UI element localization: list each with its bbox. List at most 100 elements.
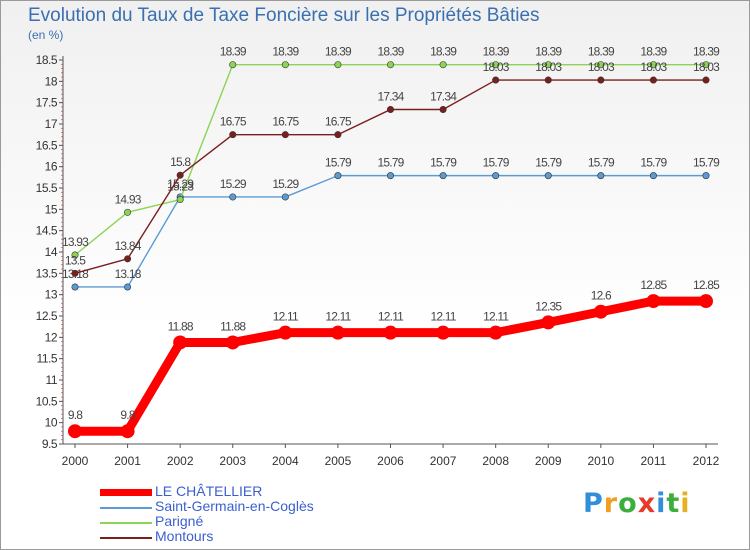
data-label: 12.11 xyxy=(378,310,404,324)
data-point xyxy=(71,283,79,291)
data-label: 12.11 xyxy=(325,310,351,324)
data-label: 18.03 xyxy=(483,60,510,74)
data-point xyxy=(702,76,710,84)
data-point xyxy=(597,61,605,69)
x-tick-label: 2011 xyxy=(641,454,667,468)
data-label: 18.03 xyxy=(588,60,615,74)
data-label: 17.34 xyxy=(377,89,404,103)
data-point xyxy=(173,335,188,350)
y-tick-label: 11 xyxy=(46,373,58,387)
series-montours: 13.5 13.84 15.8 16.75 16.75 16.75 17.34 17.34 18… xyxy=(65,60,721,277)
y-tick-label: 14.5 xyxy=(36,224,58,238)
data-point xyxy=(386,61,394,69)
data-label: 12.85 xyxy=(640,278,667,292)
data-point xyxy=(120,424,135,439)
x-tick-label: 2012 xyxy=(693,454,720,468)
data-point xyxy=(71,251,79,259)
data-label: 18.39 xyxy=(325,45,352,59)
data-label: 18.03 xyxy=(640,60,667,74)
data-point xyxy=(225,335,240,350)
data-label: 15.79 xyxy=(693,156,720,170)
data-label: 16.75 xyxy=(220,115,247,129)
data-point xyxy=(71,269,79,277)
y-tick-label: 12.5 xyxy=(36,309,58,323)
data-point xyxy=(229,193,237,201)
data-label: 13.5 xyxy=(65,253,86,267)
data-point xyxy=(176,171,184,179)
logo-letter: i xyxy=(656,488,667,519)
data-point xyxy=(544,61,552,69)
data-label: 18.39 xyxy=(430,45,457,59)
data-label: 15.29 xyxy=(220,177,247,191)
legend-label: Saint-Germain-en-Coglès xyxy=(155,498,314,514)
data-label: 12.35 xyxy=(535,299,562,313)
y-tick-label: 18 xyxy=(45,74,58,88)
data-label: 18.39 xyxy=(377,45,404,59)
x-tick-label: 2006 xyxy=(377,454,404,468)
logo-letter: i xyxy=(680,488,691,519)
y-tick-label: 15.5 xyxy=(36,181,58,195)
data-label: 16.75 xyxy=(272,115,299,129)
x-tick-label: 2000 xyxy=(62,454,89,468)
data-point xyxy=(386,172,394,180)
data-point xyxy=(334,172,342,180)
logo-letter: P xyxy=(583,488,604,519)
data-label: 15.79 xyxy=(377,156,404,170)
data-point xyxy=(124,283,132,291)
data-label: 15.29 xyxy=(272,177,299,191)
data-point xyxy=(176,196,184,204)
x-tick-label: 2002 xyxy=(167,454,194,468)
data-point xyxy=(544,172,552,180)
y-tick-label: 12 xyxy=(45,330,58,344)
data-label: 13.93 xyxy=(62,235,89,249)
logo-letter: o xyxy=(618,488,638,519)
data-point xyxy=(229,61,237,69)
data-point xyxy=(492,76,500,84)
data-point xyxy=(646,294,661,309)
data-point xyxy=(439,172,447,180)
data-label: 9.8 xyxy=(120,408,135,422)
legend-label: LE CHÂTELLIER xyxy=(155,483,263,499)
chart-title: Evolution du Taux de Taxe Foncière sur l… xyxy=(28,5,540,26)
data-point xyxy=(541,315,556,330)
legend-swatch xyxy=(100,537,152,539)
y-tick-label: 14 xyxy=(45,245,58,259)
x-tick-label: 2001 xyxy=(114,454,141,468)
series-parigne: 13.93 14.93 15.23 18.39 18.39 18.39 18.39 18.39… xyxy=(62,45,721,259)
x-tick-label: 2009 xyxy=(535,454,562,468)
y-tick-label: 16.5 xyxy=(36,138,58,152)
data-point xyxy=(278,325,293,340)
x-tick-label: 2004 xyxy=(272,454,299,468)
y-tick-label: 13 xyxy=(45,288,58,302)
logo-letter: x xyxy=(637,488,657,519)
x-tick-label: 2005 xyxy=(325,454,352,468)
data-label: 17.34 xyxy=(430,89,457,103)
data-point xyxy=(593,304,608,319)
data-point xyxy=(124,208,132,216)
y-tick-label: 15 xyxy=(45,202,58,216)
data-point xyxy=(439,61,447,69)
data-label: 16.75 xyxy=(325,115,352,129)
data-label: 11.88 xyxy=(168,319,194,333)
data-point xyxy=(330,325,345,340)
data-label: 18.39 xyxy=(535,45,562,59)
data-point xyxy=(281,61,289,69)
data-point xyxy=(439,105,447,113)
data-point xyxy=(386,105,394,113)
x-tick-label: 2007 xyxy=(430,454,457,468)
data-label: 18.39 xyxy=(483,45,510,59)
data-point xyxy=(383,325,398,340)
data-label: 15.8 xyxy=(170,155,191,169)
data-point xyxy=(488,325,503,340)
data-label: 18.39 xyxy=(640,45,667,59)
data-point xyxy=(699,294,713,309)
data-label: 15.23 xyxy=(167,180,194,194)
data-point xyxy=(281,131,289,139)
data-point xyxy=(649,172,657,180)
data-label: 15.79 xyxy=(640,156,667,170)
data-label: 18.03 xyxy=(693,60,720,74)
data-label: 15.79 xyxy=(483,156,510,170)
data-point xyxy=(492,172,500,180)
logo-letter: r xyxy=(603,488,619,519)
data-point xyxy=(334,131,342,139)
